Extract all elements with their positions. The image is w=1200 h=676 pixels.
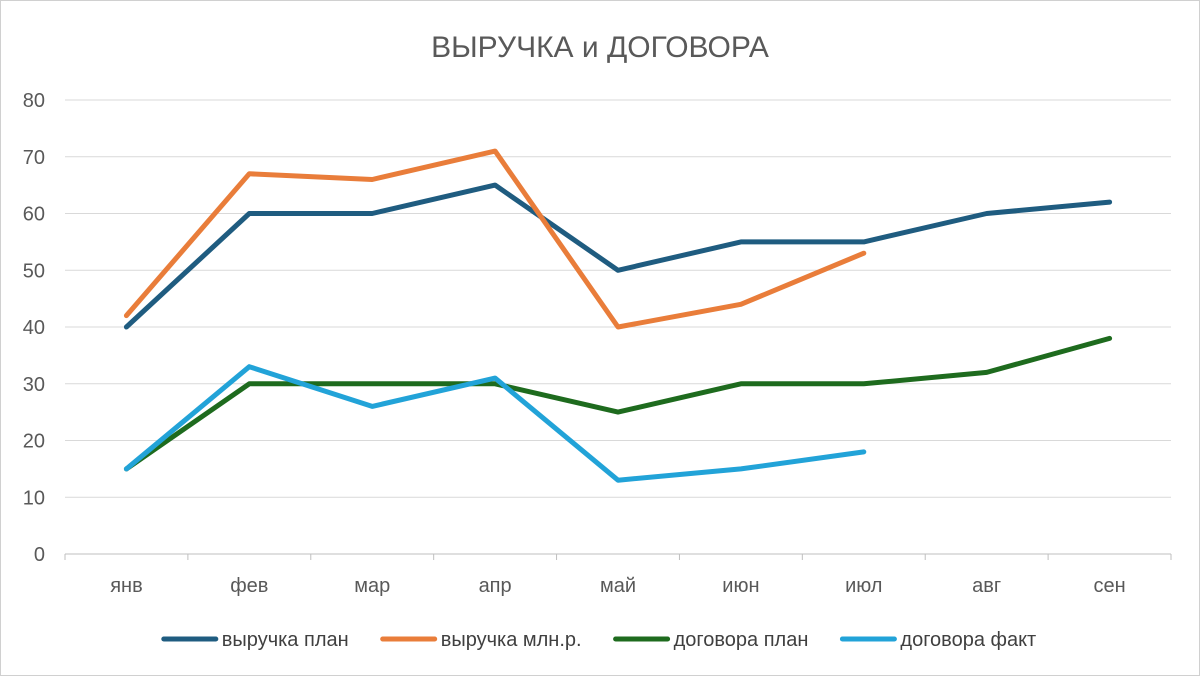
x-tick-label: июл bbox=[845, 575, 882, 597]
x-tick-label: май bbox=[600, 575, 636, 597]
x-tick-label: авг bbox=[972, 575, 1001, 597]
y-tick-label: 80 bbox=[23, 90, 45, 112]
y-tick-label: 40 bbox=[23, 317, 45, 339]
series-line-2 bbox=[123, 148, 867, 330]
y-tick-label: 30 bbox=[23, 374, 45, 396]
legend-label: договора факт bbox=[900, 629, 1036, 651]
legend-label: выручка план bbox=[222, 629, 349, 651]
y-tick-label: 20 bbox=[23, 431, 45, 453]
legend-item: договора факт bbox=[839, 629, 1036, 651]
chart-title: ВЫРУЧКА и ДОГОВОРА bbox=[431, 31, 769, 64]
legend-item: выручка план bbox=[161, 629, 349, 651]
x-tick-label: фев bbox=[230, 575, 268, 597]
y-axis-ticks: 0 10 20 30 40 50 60 70 80 bbox=[23, 90, 45, 566]
series-lines bbox=[123, 148, 1113, 483]
y-tick-label: 70 bbox=[23, 147, 45, 169]
series-line-4 bbox=[123, 364, 867, 483]
x-tick-label: мар bbox=[354, 575, 390, 597]
y-tick-label: 10 bbox=[23, 487, 45, 509]
x-tick-label: янв bbox=[110, 575, 143, 597]
x-axis-ticks: янв фев мар апр май июн июл авг сен bbox=[64, 554, 1172, 597]
y-tick-label: 0 bbox=[34, 544, 45, 566]
y-tick-label: 50 bbox=[23, 260, 45, 282]
legend-item: выручка млн.р. bbox=[380, 629, 582, 651]
x-tick-label: сен bbox=[1093, 575, 1125, 597]
y-tick-label: 60 bbox=[23, 204, 45, 226]
legend-label: выручка млн.р. bbox=[441, 629, 582, 651]
legend-item: договора план bbox=[613, 629, 809, 651]
legend: выручка план выручка млн.р. договора план д… bbox=[161, 629, 1036, 651]
x-tick-label: июн bbox=[722, 575, 759, 597]
series-line-3 bbox=[123, 335, 1113, 472]
legend-label: договора план bbox=[674, 629, 809, 651]
x-tick-label: апр bbox=[479, 575, 512, 597]
series-line-1 bbox=[123, 182, 1113, 330]
